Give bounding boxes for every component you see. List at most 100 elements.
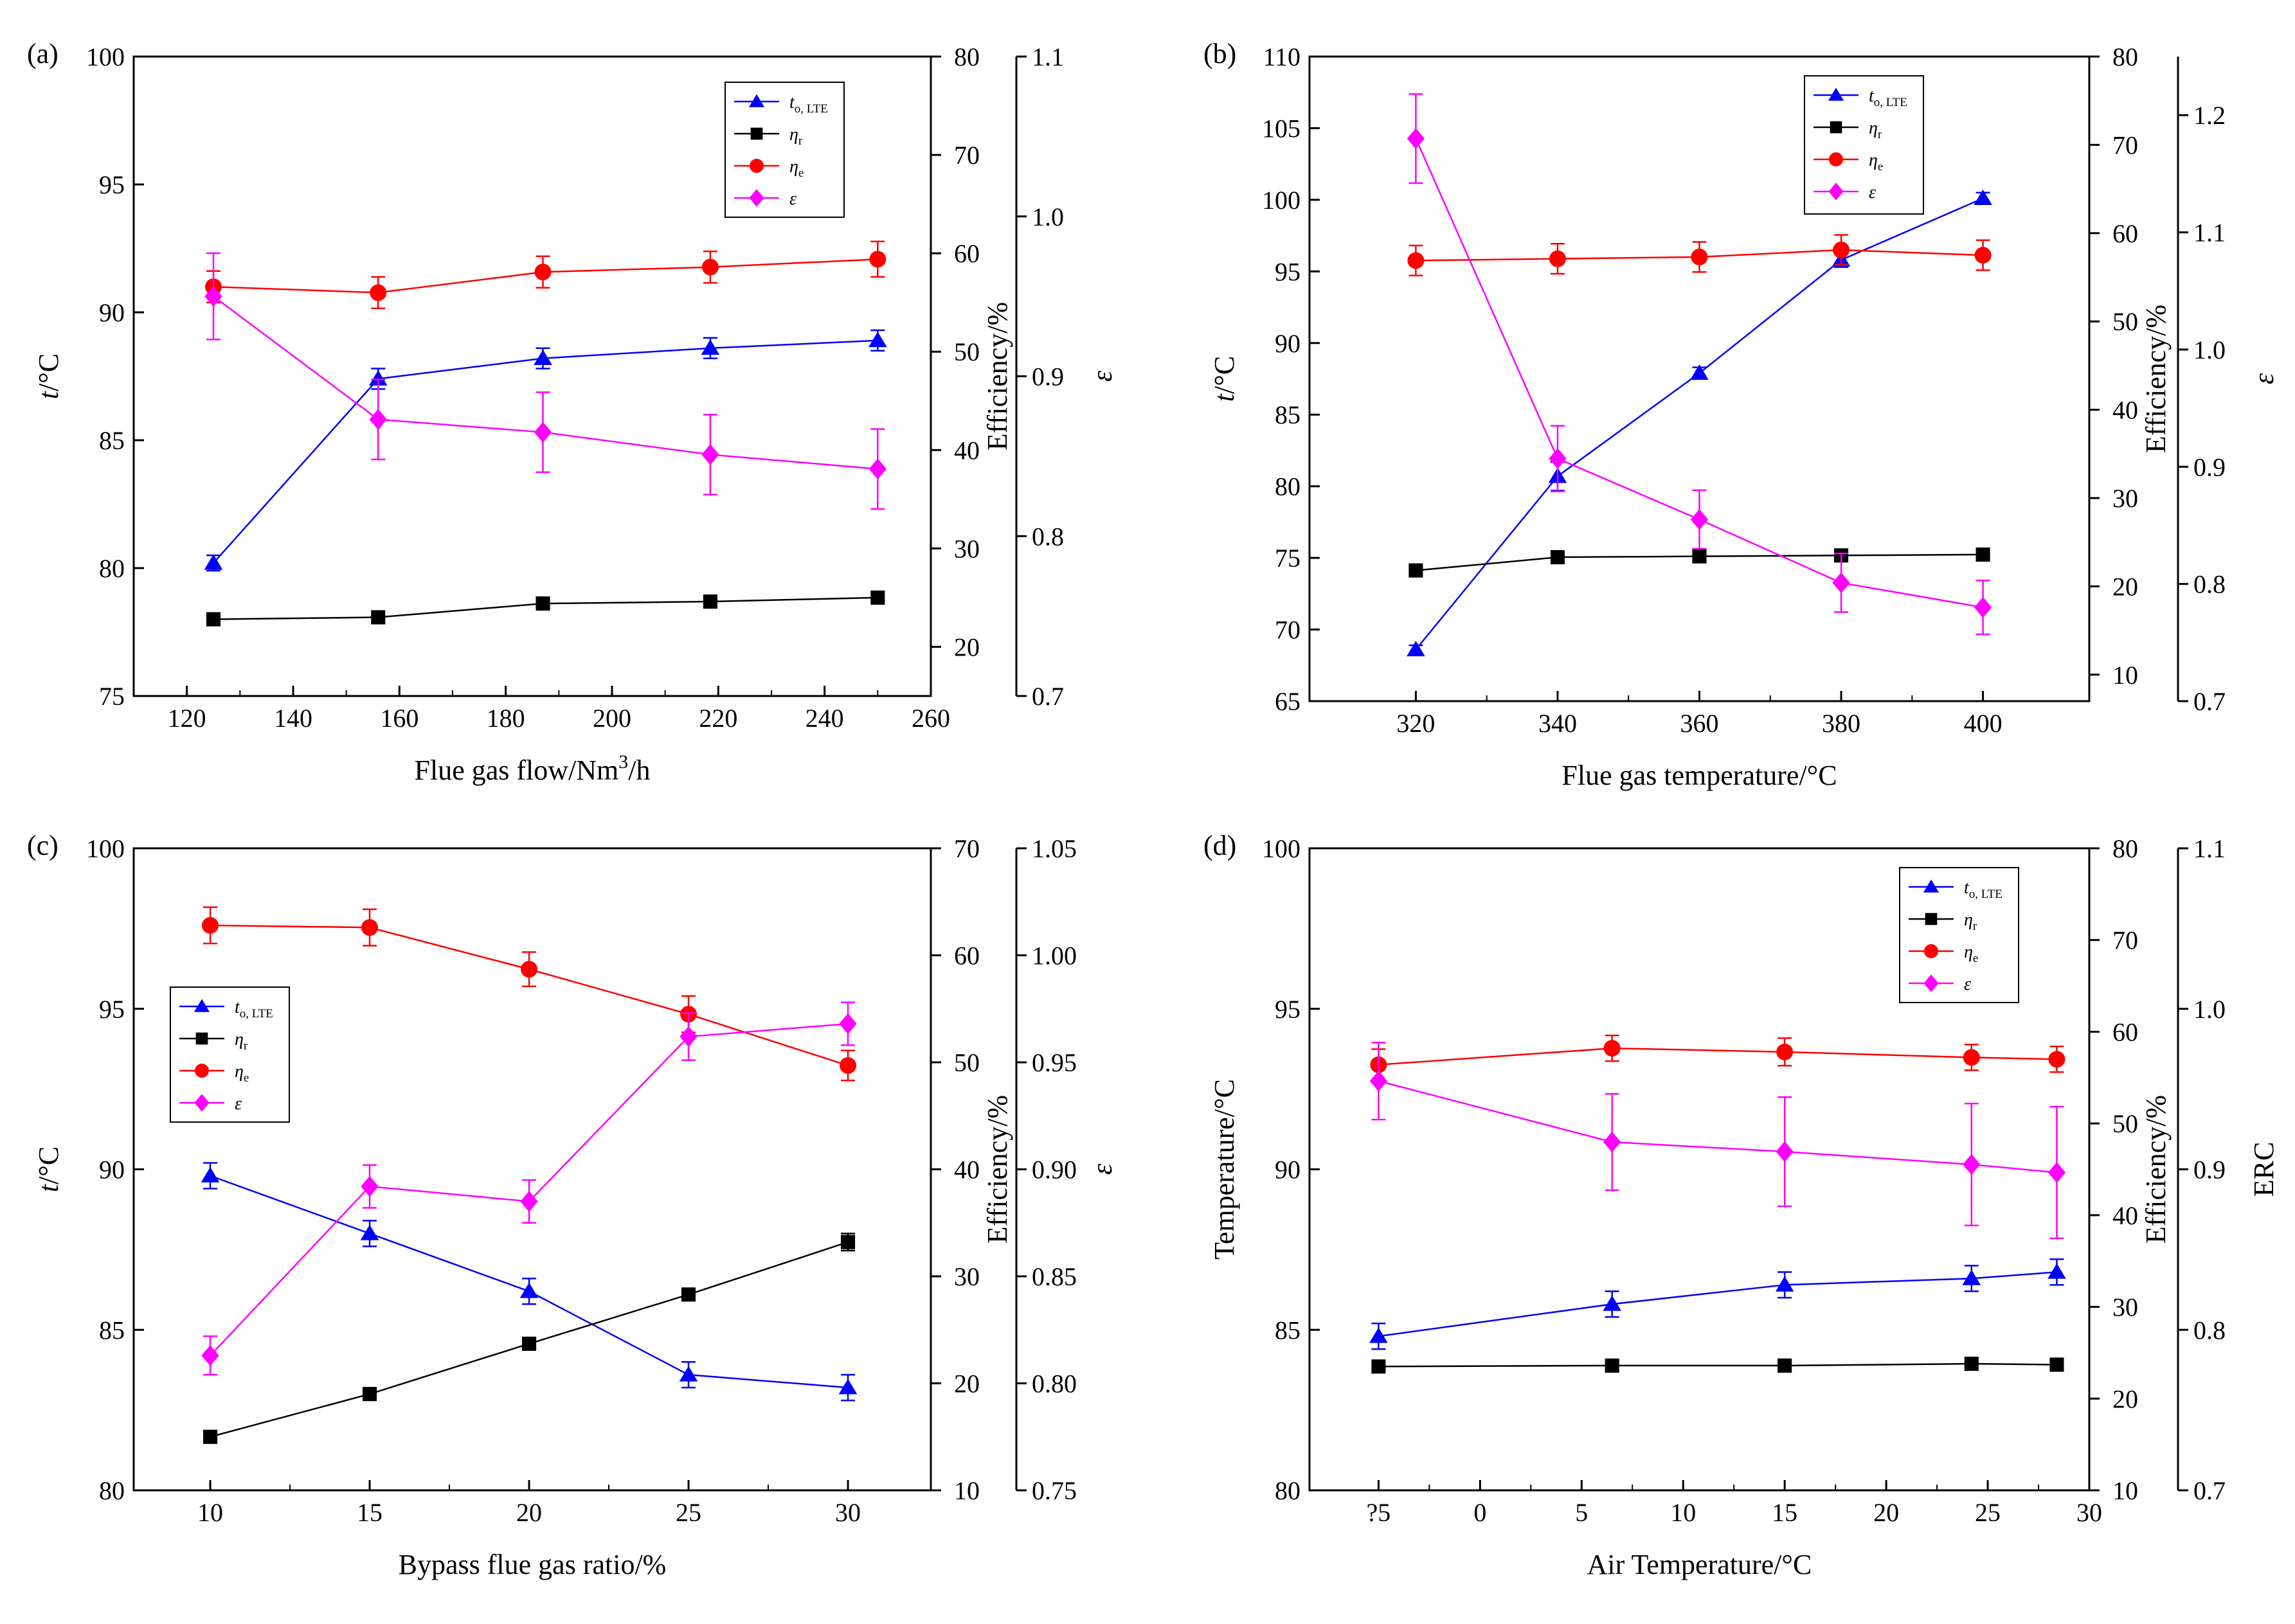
series-square [203,1233,856,1444]
legend-label: ηr [789,125,803,148]
legend-marker [1828,183,1844,201]
data-point [521,961,538,978]
x-tick-label: 160 [380,704,419,733]
x-tick-label: 5 [1575,1498,1588,1527]
data-point [1603,1295,1621,1311]
series-diamond [1407,93,1992,636]
data-point [1974,190,1992,206]
data-point [1778,1358,1792,1373]
series-triangle [201,1162,858,1402]
data-point [201,1166,220,1182]
series-line [213,296,878,470]
data-point [206,612,221,627]
data-point [361,1175,379,1197]
y3-tick-label: 0.8 [2193,1316,2226,1344]
y1-tick-label: 80 [99,1476,125,1505]
data-point [1407,128,1425,149]
y2-tick-label: 50 [2112,307,2138,336]
y2-tick-label: 10 [954,1476,980,1505]
data-point [1407,252,1425,269]
data-point [681,1287,696,1302]
series-triangle [1369,1258,2066,1350]
data-point [1692,549,1707,564]
y1-tick-label: 85 [1275,1316,1300,1344]
y3-tick-label: 1.1 [2193,219,2226,247]
x-tick-label: 0 [1473,1498,1486,1527]
data-point [2048,1263,2066,1279]
x-tick-label: 25 [1975,1498,2001,1527]
y1-tick-label: 90 [1275,329,1300,358]
legend-box [170,986,290,1123]
x-tick-label: 360 [1680,709,1719,738]
series-square [1408,547,1990,578]
y3-tick-label: 0.85 [1032,1262,1077,1291]
legend-box [1899,867,2019,1003]
y2-tick-label: 30 [2112,1293,2138,1322]
data-point [2048,1162,2066,1183]
y2-axis-label: Efficiency/% [2140,305,2172,453]
y3-tick-label: 0.7 [2193,1476,2226,1505]
y1-tick-label: 75 [99,682,125,711]
legend-label: to, LTE [789,93,828,116]
y3-axis-label: ERC [2248,1142,2280,1197]
legend-label: ε [235,1094,242,1114]
data-point [2049,1357,2064,1372]
y2-tick-label: 10 [2112,661,2138,690]
data-point [536,596,550,611]
y1-tick-label: 65 [1275,687,1300,716]
y1-tick-label: 100 [86,42,125,71]
y1-tick-label: 95 [99,995,125,1024]
y2-tick-label: 80 [954,42,980,71]
legend-marker [194,999,210,1012]
y2-axis-label: Efficiency/% [982,1095,1013,1244]
data-point [869,251,887,268]
x-tick-label: 320 [1396,709,1435,738]
y1-tick-label: 90 [99,298,125,327]
data-point [680,1026,698,1048]
y3-tick-label: 1.05 [1032,834,1077,863]
data-point [1963,1154,1981,1175]
legend-label: ηr [1964,910,1977,933]
y3-tick-label: 0.9 [1032,362,1064,391]
legend-label: ηr [1869,118,1882,141]
data-point [1974,247,1992,264]
series-diamond [204,252,887,510]
data-point [201,1344,219,1366]
data-point [701,444,719,465]
y1-tick-label: 85 [1275,400,1300,429]
y1-axis-label: Temperature/°C [1209,1079,1240,1260]
data-point [1974,596,1992,618]
y2-tick-label: 80 [2112,42,2138,71]
legend-label: ε [1869,183,1876,202]
legend-label: ηe [235,1062,249,1085]
y2-tick-label: 50 [2112,1109,2138,1138]
y1-tick-label: 95 [1275,995,1300,1024]
series-line [210,924,849,1067]
x-tick-label: 220 [699,704,737,733]
y1-tick-label: 110 [1263,42,1300,71]
y2-tick-label: 10 [2112,1476,2138,1505]
y1-tick-label: 100 [1262,186,1300,215]
data-point [679,1366,698,1382]
x-tick-label: ?5 [1367,1498,1391,1527]
y1-axis-label: t/°C [33,353,64,399]
data-point [1605,1358,1619,1373]
data-point [1603,1131,1621,1153]
series-diamond [1369,1041,2066,1240]
data-point [1964,1357,1979,1371]
x-tick-label: 15 [357,1498,382,1527]
panel-tag: (d) [1203,830,1236,861]
y3-tick-label: 0.80 [1032,1370,1077,1398]
y1-tick-label: 85 [99,1316,125,1344]
y2-tick-label: 20 [2112,1384,2138,1413]
panel-c: (c) 10 15 20 25 30 80 85 90 95 100 10 20 30 40 50 60 70 0.… [27,830,1118,1580]
data-point [1690,509,1709,530]
legend-box [1804,75,1924,215]
data-point [1408,563,1423,578]
legend-marker [749,189,764,207]
legend-marker [748,94,765,107]
y2-tick-label: 30 [954,1262,980,1291]
y2-tick-label: 20 [954,632,980,661]
y3-tick-label: 1.0 [1032,202,1064,231]
data-point [1550,549,1565,565]
